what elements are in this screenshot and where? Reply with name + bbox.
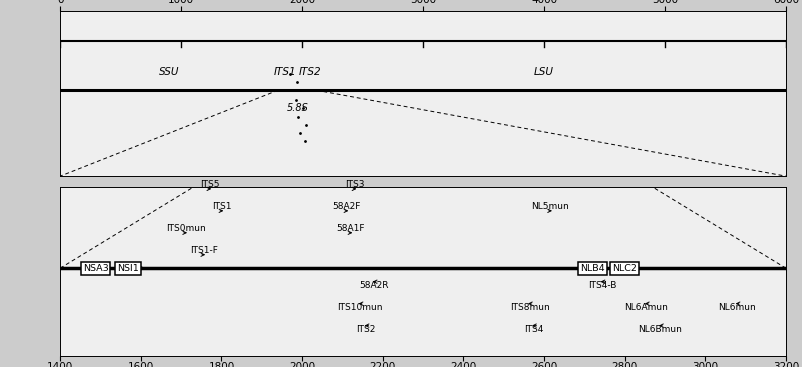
- Text: NLB4: NLB4: [580, 264, 605, 273]
- Text: ITS1: ITS1: [212, 202, 232, 211]
- Text: 58A2F: 58A2F: [333, 202, 361, 211]
- Text: NSA3: NSA3: [83, 264, 108, 273]
- Text: ITS1-F: ITS1-F: [190, 246, 217, 255]
- Text: NL6Amun: NL6Amun: [625, 303, 668, 312]
- Text: 58A1F: 58A1F: [337, 224, 365, 233]
- Text: NL6Bmun: NL6Bmun: [638, 325, 683, 334]
- Text: LSU: LSU: [534, 67, 554, 77]
- Text: ITS4-B: ITS4-B: [588, 281, 616, 290]
- Text: ITS5: ITS5: [200, 181, 220, 189]
- Text: ITS1: ITS1: [273, 67, 296, 77]
- Text: NSI1: NSI1: [117, 264, 139, 273]
- Text: NLC2: NLC2: [612, 264, 637, 273]
- Text: ITS0mun: ITS0mun: [166, 224, 205, 233]
- Text: NL6mun: NL6mun: [719, 303, 756, 312]
- Text: ITS10mun: ITS10mun: [338, 303, 383, 312]
- Text: ITS2: ITS2: [298, 67, 322, 77]
- Text: NL5mun: NL5mun: [532, 202, 569, 211]
- Text: 5.8S: 5.8S: [286, 103, 308, 113]
- Text: ITS2: ITS2: [357, 325, 376, 334]
- Text: ITS3: ITS3: [345, 181, 365, 189]
- Text: ITS8mun: ITS8mun: [509, 303, 549, 312]
- Text: ITS4: ITS4: [524, 325, 543, 334]
- Text: 58A2R: 58A2R: [359, 281, 389, 290]
- Text: SSU: SSU: [159, 67, 180, 77]
